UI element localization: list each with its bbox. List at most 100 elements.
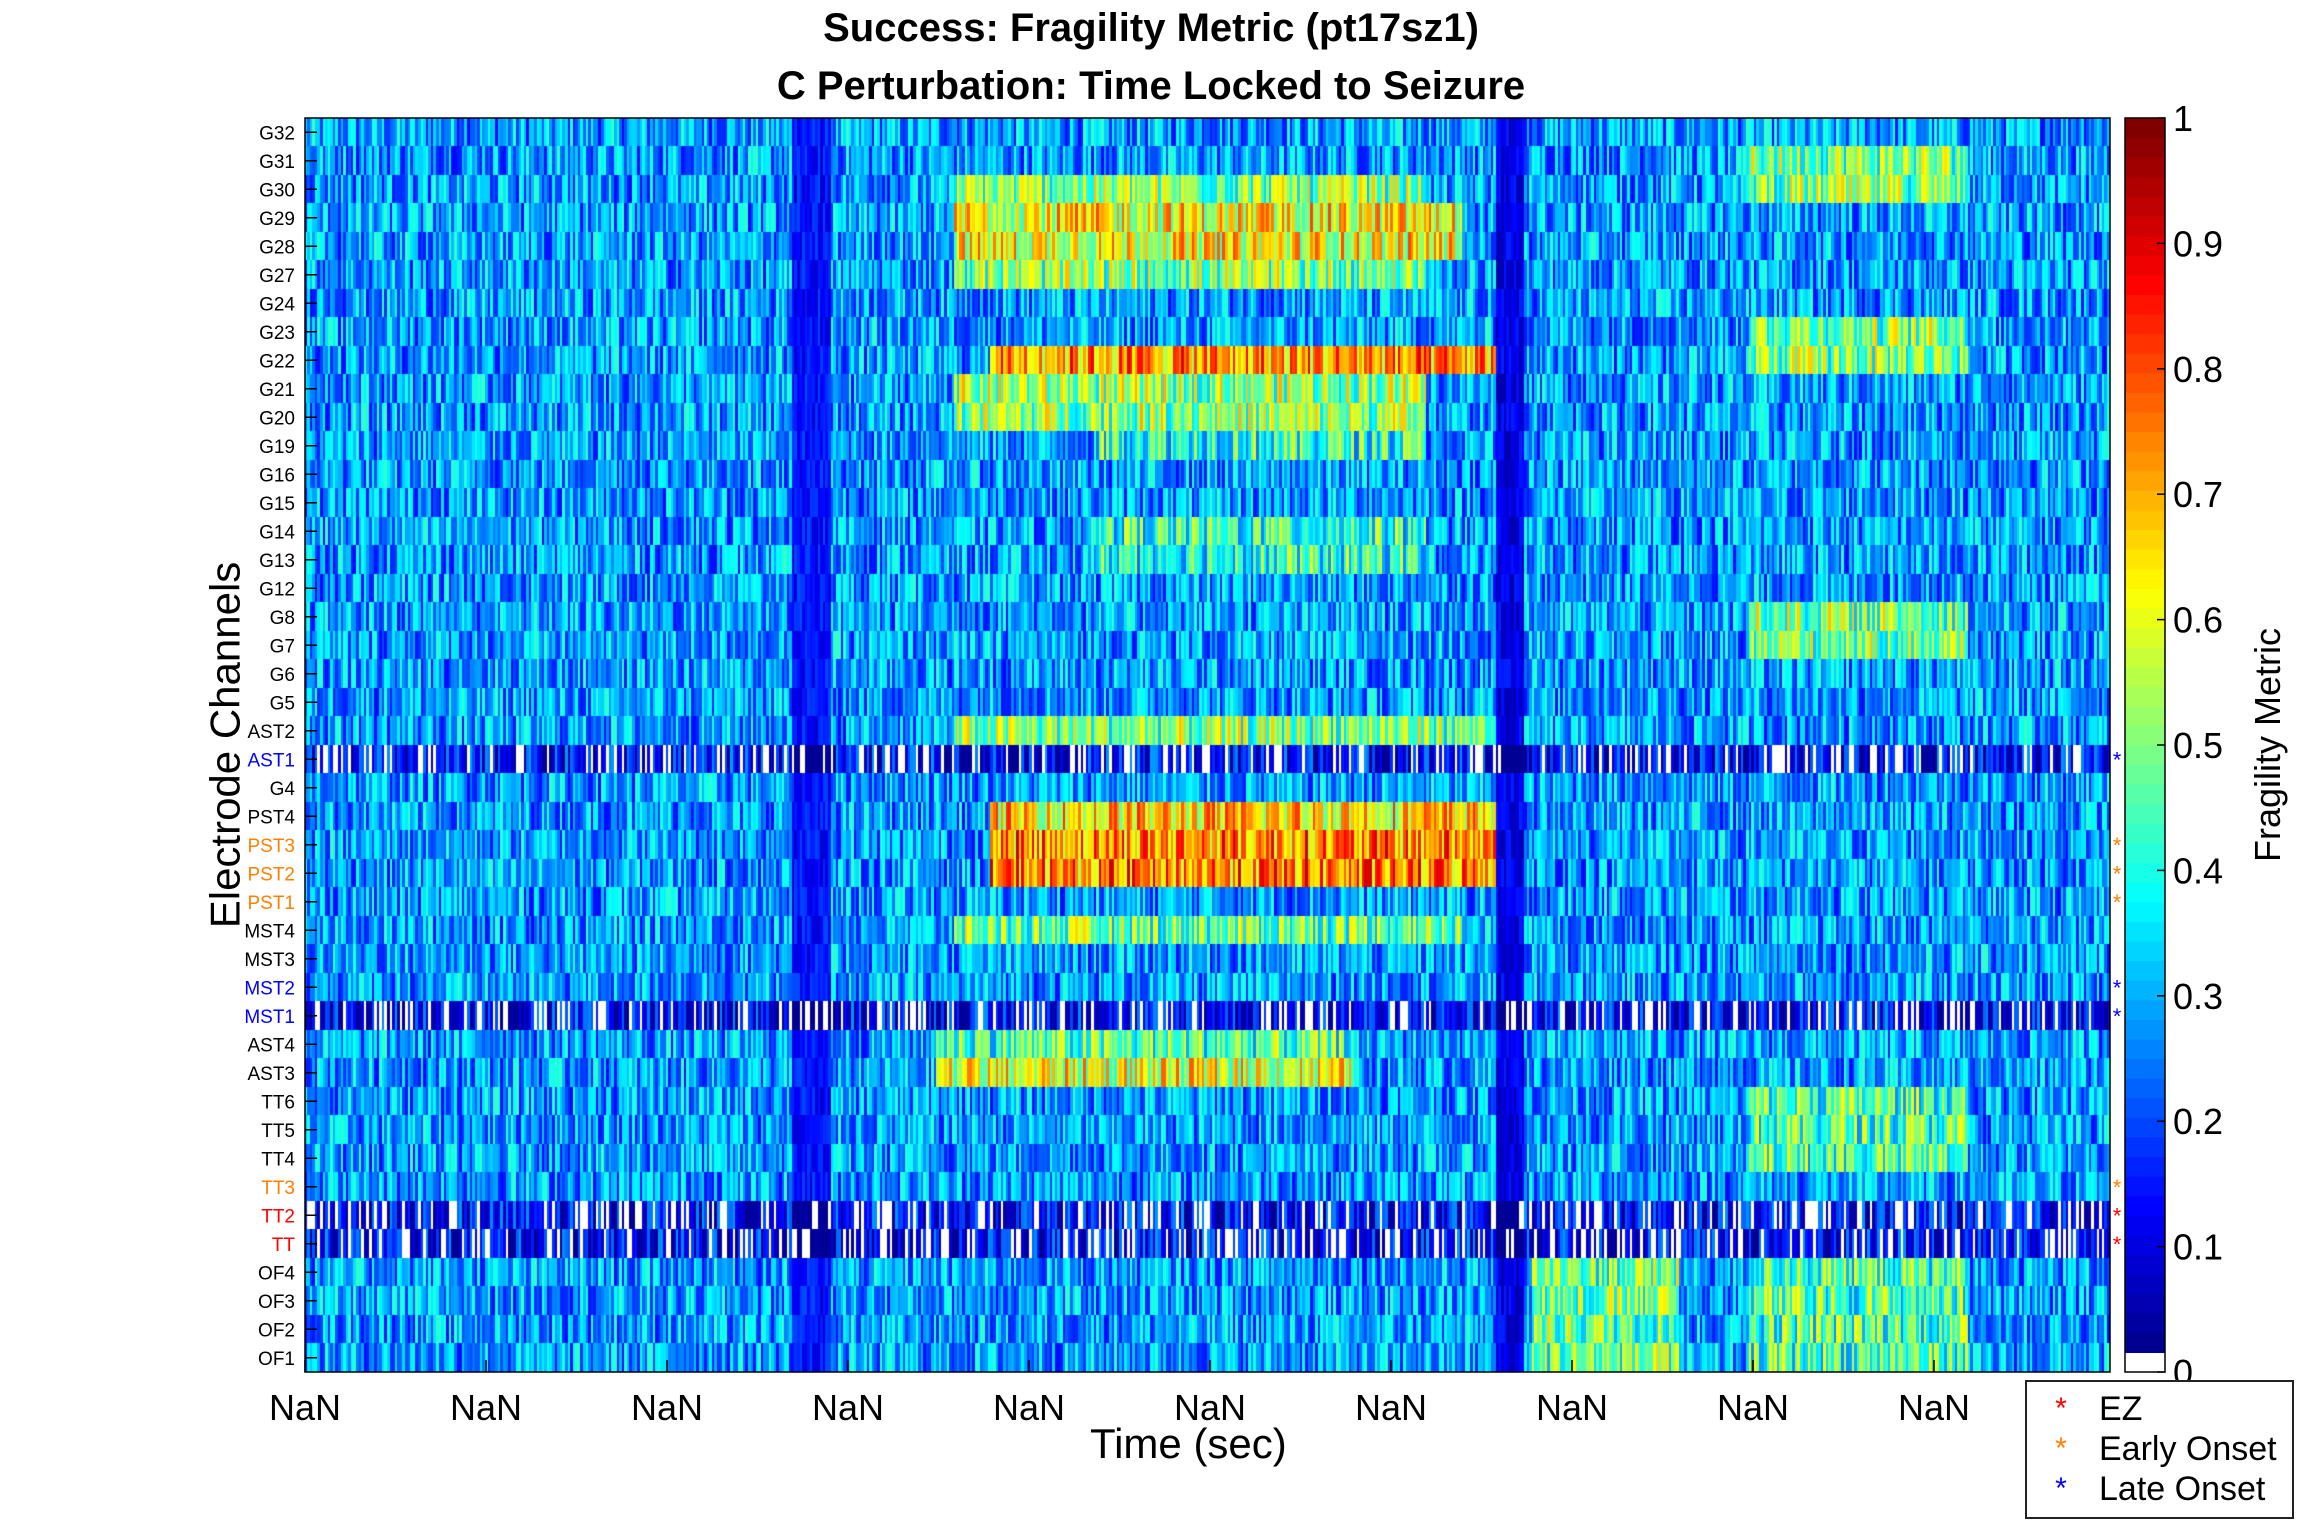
- y-tick-label: G6: [270, 665, 295, 686]
- heatmap-cells: [305, 118, 2110, 1372]
- colorbar-segment: [2125, 451, 2165, 472]
- colorbar-segment: [2125, 627, 2165, 648]
- colorbar-segment: [2125, 411, 2165, 433]
- colorbar-segment: [2125, 235, 2165, 256]
- colorbar-segment: [2125, 313, 2165, 335]
- colorbar-segment: [2125, 823, 2165, 844]
- colorbar-segment: [2125, 1019, 2165, 1040]
- colorbar-segment: [2125, 137, 2165, 158]
- colorbar-segment: [2125, 980, 2165, 1001]
- colorbar-segment: [2125, 549, 2165, 570]
- colorbar-segment: [2125, 372, 2165, 393]
- x-tick-label: NaN: [993, 1387, 1065, 1428]
- y-tick-label: G28: [259, 237, 295, 258]
- colorbar-segment: [2125, 1313, 2165, 1334]
- colorbar-segment: [2125, 353, 2165, 374]
- legend-item-late-onset: * Late Onset: [2027, 1470, 2290, 1510]
- y-tick-label: G31: [259, 152, 295, 173]
- y-tick-label: G13: [259, 551, 295, 572]
- onset-marker: *: [2113, 890, 2122, 915]
- colorbar-tick-label: 0.4: [2173, 850, 2223, 891]
- colorbar-segment: [2125, 725, 2165, 746]
- y-tick-label: G22: [259, 351, 295, 372]
- colorbar-segment: [2125, 333, 2165, 354]
- onset-marker: *: [2113, 1232, 2122, 1257]
- colorbar-segment: [2125, 392, 2165, 413]
- y-tick-label: G8: [270, 608, 295, 629]
- colorbar-segment: [2125, 1332, 2165, 1354]
- x-tick-label: NaN: [269, 1387, 341, 1428]
- y-tick-label: G27: [259, 266, 295, 287]
- y-tick-label: TT: [272, 1235, 296, 1256]
- colorbar-segment: [2125, 921, 2165, 942]
- colorbar-segment: [2125, 862, 2165, 883]
- y-tick-label: MST3: [244, 950, 295, 971]
- legend-marker-ez: *: [2055, 1392, 2067, 1425]
- chart-subtitle: C Perturbation: Time Locked to Seizure: [776, 64, 1526, 108]
- y-tick-label: OF4: [258, 1263, 295, 1284]
- colorbar-segment: [2125, 509, 2165, 531]
- y-tick-label: OF3: [258, 1292, 295, 1313]
- colorbar-segment: [2125, 745, 2165, 766]
- colorbar-segment: [2125, 1078, 2165, 1099]
- y-tick-label: PST4: [247, 807, 295, 828]
- y-tick-label: PST3: [247, 836, 295, 857]
- x-tick-label: NaN: [1898, 1387, 1970, 1428]
- y-tick-label: TT6: [261, 1092, 295, 1113]
- legend-label-ez: EZ: [2099, 1390, 2143, 1428]
- chart-title: Success: Fragility Metric (pt17sz1): [823, 6, 1479, 50]
- colorbar-segment: [2125, 1058, 2165, 1079]
- colorbar-segment: [2125, 960, 2165, 981]
- colorbar-segment: [2125, 431, 2165, 452]
- y-tick-label: TT3: [261, 1178, 295, 1199]
- y-axis-ticks: G32 G31 G30 G29 G28 G27 G24 G23 G22 G21 G20 G19 G16 G…: [244, 123, 317, 1370]
- legend-label-early-onset: Early Onset: [2099, 1430, 2277, 1468]
- y-tick-label: G30: [259, 180, 295, 201]
- onset-marker: *: [2113, 1004, 2122, 1029]
- colorbar-segment: [2125, 686, 2165, 707]
- y-tick-label: TT4: [261, 1149, 295, 1170]
- colorbar-segment: [2125, 1254, 2165, 1275]
- y-tick-label: G19: [259, 437, 295, 458]
- colorbar-segment: [2125, 196, 2165, 217]
- y-tick-label: G5: [270, 693, 295, 714]
- colorbar-segment: [2125, 1215, 2165, 1236]
- y-tick-label: G12: [259, 579, 295, 600]
- x-axis-ticks: NaN NaN NaN NaN NaN NaN NaN NaN NaN NaN: [269, 1360, 1970, 1428]
- onset-marker: *: [2113, 861, 2122, 886]
- y-tick-label: G32: [259, 123, 295, 144]
- colorbar-segment: [2125, 568, 2165, 589]
- colorbar-label: Fragility Metric: [2247, 627, 2289, 863]
- colorbar-segment: [2125, 784, 2165, 805]
- colorbar-segment: [2125, 901, 2165, 922]
- y-tick-label: TT5: [261, 1121, 295, 1142]
- x-tick-label: NaN: [1174, 1387, 1246, 1428]
- colorbar-segment: [2125, 470, 2165, 491]
- colorbar-segment: [2125, 705, 2165, 727]
- y-tick-label: G20: [259, 408, 295, 429]
- onset-marker: *: [2113, 1175, 2122, 1200]
- colorbar-segment: [2125, 940, 2165, 962]
- colorbar-segment: [2125, 1097, 2165, 1118]
- colorbar-segment: [2125, 882, 2165, 903]
- y-tick-label: MST2: [244, 978, 295, 999]
- colorbar-tick-label: 0.6: [2173, 600, 2223, 641]
- colorbar-segment: [2125, 1117, 2165, 1138]
- colorbar-segment: [2125, 490, 2165, 511]
- legend-label-late-onset: Late Onset: [2099, 1470, 2266, 1508]
- colorbar-segment: [2125, 215, 2165, 237]
- colorbar-segment: [2125, 294, 2165, 315]
- y-tick-label: G7: [270, 636, 295, 657]
- colorbar-segment: [2125, 529, 2165, 550]
- x-tick-label: NaN: [1355, 1387, 1427, 1428]
- y-tick-label: G16: [259, 465, 295, 486]
- onset-marker: *: [2113, 747, 2122, 772]
- colorbar-tick-label: 0.7: [2173, 474, 2223, 515]
- colorbar-segment: [2125, 274, 2165, 295]
- onset-marker: *: [2113, 1203, 2122, 1228]
- y-tick-label: G24: [259, 294, 295, 315]
- colorbar-segment: [2125, 1234, 2165, 1256]
- colorbar-tick-label: 0.8: [2173, 349, 2223, 390]
